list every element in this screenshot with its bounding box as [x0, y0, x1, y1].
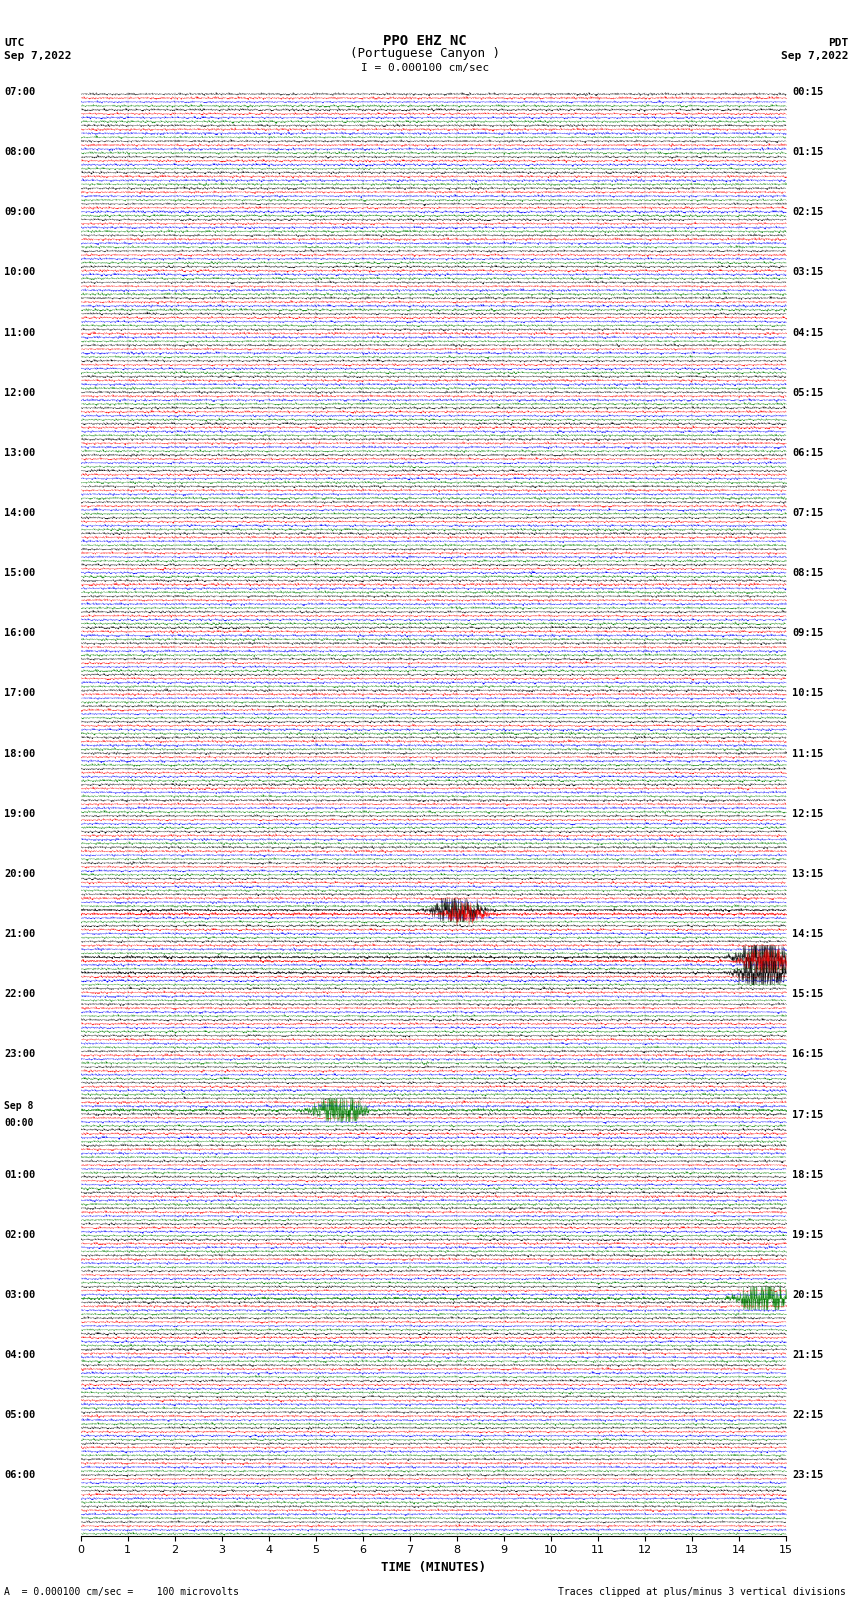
Text: 14:15: 14:15 [792, 929, 824, 939]
Text: 15:15: 15:15 [792, 989, 824, 998]
Text: Sep 8: Sep 8 [4, 1102, 34, 1111]
Text: 23:00: 23:00 [4, 1050, 36, 1060]
Text: 20:00: 20:00 [4, 869, 36, 879]
Text: 10:15: 10:15 [792, 689, 824, 698]
Text: 22:15: 22:15 [792, 1410, 824, 1421]
Text: 04:00: 04:00 [4, 1350, 36, 1360]
Text: 19:15: 19:15 [792, 1229, 824, 1240]
Text: 09:00: 09:00 [4, 206, 36, 218]
Text: 11:15: 11:15 [792, 748, 824, 758]
Text: 03:15: 03:15 [792, 268, 824, 277]
X-axis label: TIME (MINUTES): TIME (MINUTES) [381, 1561, 486, 1574]
Text: 01:00: 01:00 [4, 1169, 36, 1179]
Text: 07:15: 07:15 [792, 508, 824, 518]
Text: 08:15: 08:15 [792, 568, 824, 577]
Text: I = 0.000100 cm/sec: I = 0.000100 cm/sec [361, 63, 489, 73]
Text: 05:00: 05:00 [4, 1410, 36, 1421]
Text: 07:00: 07:00 [4, 87, 36, 97]
Text: 06:00: 06:00 [4, 1471, 36, 1481]
Text: 03:00: 03:00 [4, 1290, 36, 1300]
Text: 12:15: 12:15 [792, 808, 824, 819]
Text: 22:00: 22:00 [4, 989, 36, 998]
Text: 17:15: 17:15 [792, 1110, 824, 1119]
Text: Traces clipped at plus/minus 3 vertical divisions: Traces clipped at plus/minus 3 vertical … [558, 1587, 846, 1597]
Text: 09:15: 09:15 [792, 629, 824, 639]
Text: 18:15: 18:15 [792, 1169, 824, 1179]
Text: 19:00: 19:00 [4, 808, 36, 819]
Text: 02:00: 02:00 [4, 1229, 36, 1240]
Text: 13:15: 13:15 [792, 869, 824, 879]
Text: 21:15: 21:15 [792, 1350, 824, 1360]
Text: 10:00: 10:00 [4, 268, 36, 277]
Text: 00:15: 00:15 [792, 87, 824, 97]
Text: 14:00: 14:00 [4, 508, 36, 518]
Text: 16:00: 16:00 [4, 629, 36, 639]
Text: 15:00: 15:00 [4, 568, 36, 577]
Text: 02:15: 02:15 [792, 206, 824, 218]
Text: 11:00: 11:00 [4, 327, 36, 337]
Text: 21:00: 21:00 [4, 929, 36, 939]
Text: (Portuguese Canyon ): (Portuguese Canyon ) [350, 47, 500, 60]
Text: 23:15: 23:15 [792, 1471, 824, 1481]
Text: 12:00: 12:00 [4, 387, 36, 398]
Text: 08:00: 08:00 [4, 147, 36, 156]
Text: Sep 7,2022: Sep 7,2022 [781, 52, 848, 61]
Text: PPO EHZ NC: PPO EHZ NC [383, 34, 467, 47]
Text: Sep 7,2022: Sep 7,2022 [4, 52, 71, 61]
Text: 04:15: 04:15 [792, 327, 824, 337]
Text: PDT: PDT [828, 39, 848, 48]
Text: 17:00: 17:00 [4, 689, 36, 698]
Text: UTC: UTC [4, 39, 25, 48]
Text: A  = 0.000100 cm/sec =    100 microvolts: A = 0.000100 cm/sec = 100 microvolts [4, 1587, 239, 1597]
Text: 18:00: 18:00 [4, 748, 36, 758]
Text: 00:00: 00:00 [4, 1118, 34, 1127]
Text: 06:15: 06:15 [792, 448, 824, 458]
Text: 16:15: 16:15 [792, 1050, 824, 1060]
Text: 05:15: 05:15 [792, 387, 824, 398]
Text: 01:15: 01:15 [792, 147, 824, 156]
Text: 20:15: 20:15 [792, 1290, 824, 1300]
Text: 13:00: 13:00 [4, 448, 36, 458]
